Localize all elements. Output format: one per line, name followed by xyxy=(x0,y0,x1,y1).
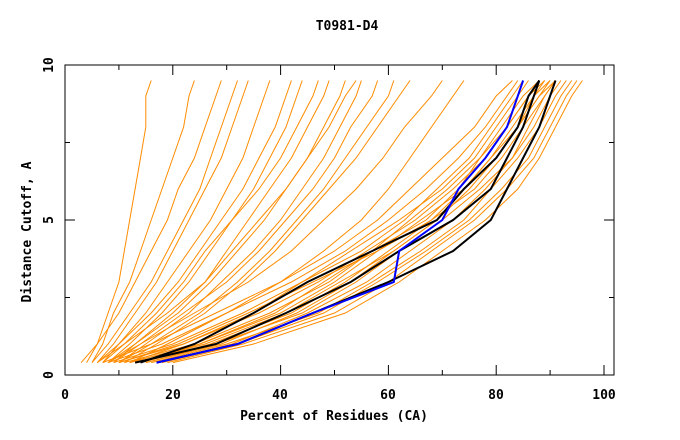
model-curve xyxy=(107,80,443,364)
model-curve xyxy=(91,80,238,363)
model-curve xyxy=(102,80,513,364)
model-curve xyxy=(124,80,411,364)
model-curve xyxy=(102,80,319,363)
y-tick-label: 5 xyxy=(42,216,57,224)
y-axis-label: Distance Cutoff, A xyxy=(20,161,35,302)
model-curve xyxy=(118,80,395,364)
model-curve xyxy=(96,80,249,363)
x-tick-label: 40 xyxy=(272,388,288,403)
highlight-black-curve xyxy=(140,79,541,364)
x-tick-label: 60 xyxy=(380,388,396,403)
model-curve xyxy=(107,80,519,364)
model-curve xyxy=(91,80,195,363)
model-curve xyxy=(80,80,222,363)
ticks-layer xyxy=(64,64,614,376)
x-tick-label: 80 xyxy=(488,388,504,403)
highlight-black-curve xyxy=(134,80,541,364)
highlight-blue-curve xyxy=(156,80,525,364)
x-tick-label: 0 xyxy=(61,388,69,403)
model-curve xyxy=(113,80,379,364)
model-curve xyxy=(113,80,330,363)
model-curve xyxy=(156,80,556,364)
x-axis-label: Percent of Residues (CA) xyxy=(240,409,428,424)
model-curve xyxy=(124,80,540,364)
model-curve xyxy=(107,80,346,364)
model-curve xyxy=(129,80,465,364)
y-tick-label: 0 xyxy=(42,371,57,379)
model-curve xyxy=(86,80,152,363)
chart-title: T0981-D4 xyxy=(316,19,379,34)
x-tick-label: 100 xyxy=(592,388,616,403)
model-curve xyxy=(97,80,357,364)
model-curve xyxy=(161,80,573,364)
model-curve xyxy=(118,80,529,364)
model-curve xyxy=(102,80,271,363)
highlight-black-curve xyxy=(156,80,557,364)
curves-layer xyxy=(80,79,583,364)
model-curve xyxy=(113,80,524,364)
model-curve xyxy=(118,80,551,364)
model-curve xyxy=(172,80,583,364)
plot-frame xyxy=(64,64,615,376)
x-tick-label: 20 xyxy=(165,388,181,403)
model-curve xyxy=(96,80,292,363)
model-curve xyxy=(167,80,578,364)
model-curve xyxy=(118,80,362,364)
model-curve xyxy=(129,80,546,364)
y-tick-label: 10 xyxy=(42,57,57,73)
model-curve xyxy=(140,80,540,364)
